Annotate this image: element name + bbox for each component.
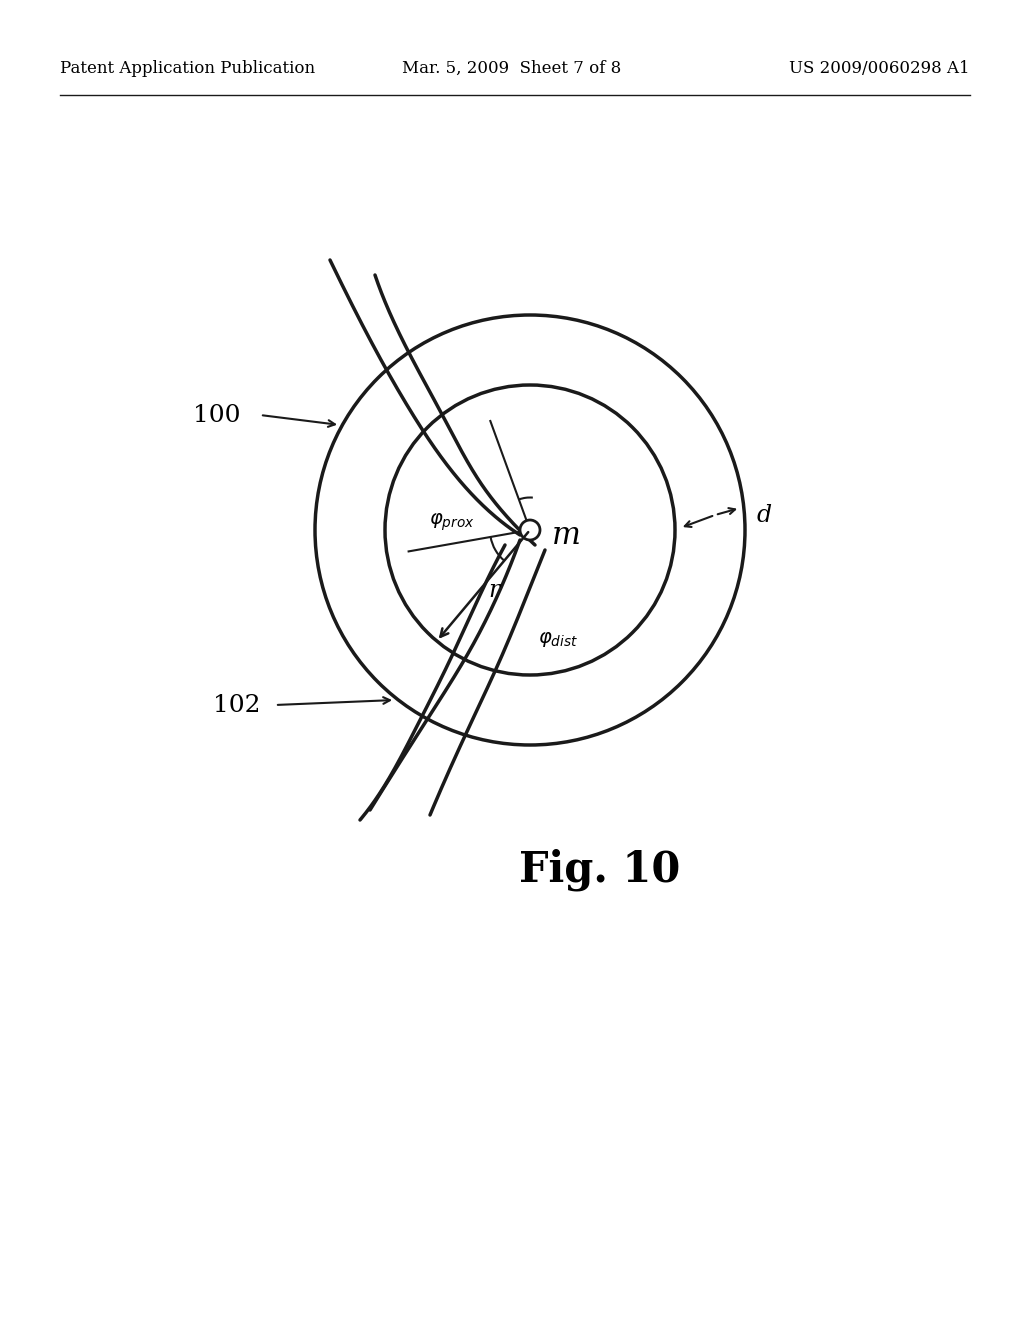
Text: d: d xyxy=(757,503,772,527)
Text: $\varphi_{prox}$: $\varphi_{prox}$ xyxy=(429,511,475,533)
Text: m: m xyxy=(552,520,581,550)
Text: r: r xyxy=(488,579,500,602)
Text: $\varphi_{dist}$: $\varphi_{dist}$ xyxy=(538,630,579,649)
Text: Fig. 10: Fig. 10 xyxy=(519,849,681,891)
Text: 100: 100 xyxy=(193,404,240,426)
Text: 102: 102 xyxy=(213,693,260,717)
Text: Patent Application Publication: Patent Application Publication xyxy=(60,59,315,77)
Text: Mar. 5, 2009  Sheet 7 of 8: Mar. 5, 2009 Sheet 7 of 8 xyxy=(402,59,622,77)
Circle shape xyxy=(520,520,540,540)
Text: US 2009/0060298 A1: US 2009/0060298 A1 xyxy=(790,59,970,77)
